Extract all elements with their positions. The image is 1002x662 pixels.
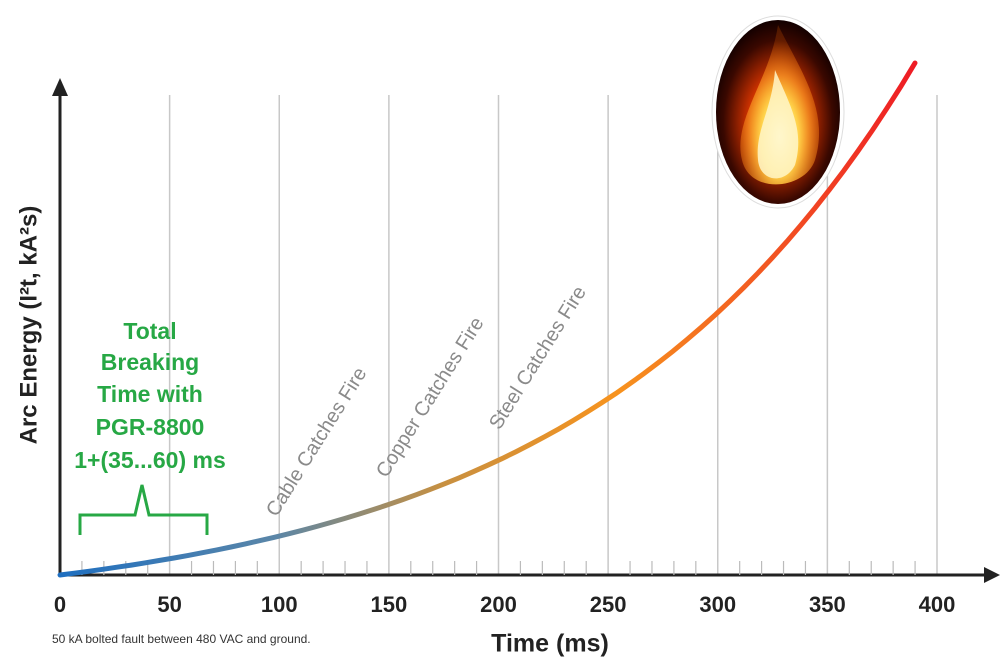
fire-icon bbox=[711, 15, 845, 209]
x-tick-label: 400 bbox=[919, 592, 956, 617]
x-tick-label: 350 bbox=[809, 592, 846, 617]
energy-curve bbox=[57, 60, 918, 578]
annotation: Cable Catches Fire bbox=[262, 364, 371, 521]
footnote: 50 kA bolted fault between 480 VAC and g… bbox=[52, 632, 311, 646]
x-axis-arrow bbox=[984, 567, 1000, 583]
x-tick-label: 300 bbox=[699, 592, 736, 617]
axes bbox=[52, 78, 1000, 583]
breaking-label: Time with bbox=[97, 381, 203, 407]
x-tick-label: 250 bbox=[590, 592, 627, 617]
x-tick-label: 100 bbox=[261, 592, 298, 617]
annotation: Steel Catches Fire bbox=[485, 282, 591, 433]
x-axis-label: Time (ms) bbox=[491, 630, 609, 658]
x-tick-label: 50 bbox=[157, 592, 181, 617]
x-tick-label: 200 bbox=[480, 592, 517, 617]
breaking-time: Total Breaking Time with PGR-8800 1+(35.… bbox=[74, 318, 226, 535]
x-tick-label: 0 bbox=[54, 592, 66, 617]
tick-labels: 0 50 100 150 200 250 300 350 400 bbox=[54, 592, 955, 617]
y-axis-label: Arc Energy (I²t, kA²s) bbox=[15, 206, 42, 445]
breaking-label: PGR-8800 bbox=[96, 414, 205, 440]
x-tick-label: 150 bbox=[371, 592, 408, 617]
breaking-label: Total bbox=[123, 318, 176, 344]
breaking-label: 1+(35...60) ms bbox=[74, 447, 226, 473]
y-axis-arrow bbox=[52, 78, 68, 96]
brace bbox=[78, 484, 209, 535]
breaking-label: Breaking bbox=[101, 349, 199, 375]
